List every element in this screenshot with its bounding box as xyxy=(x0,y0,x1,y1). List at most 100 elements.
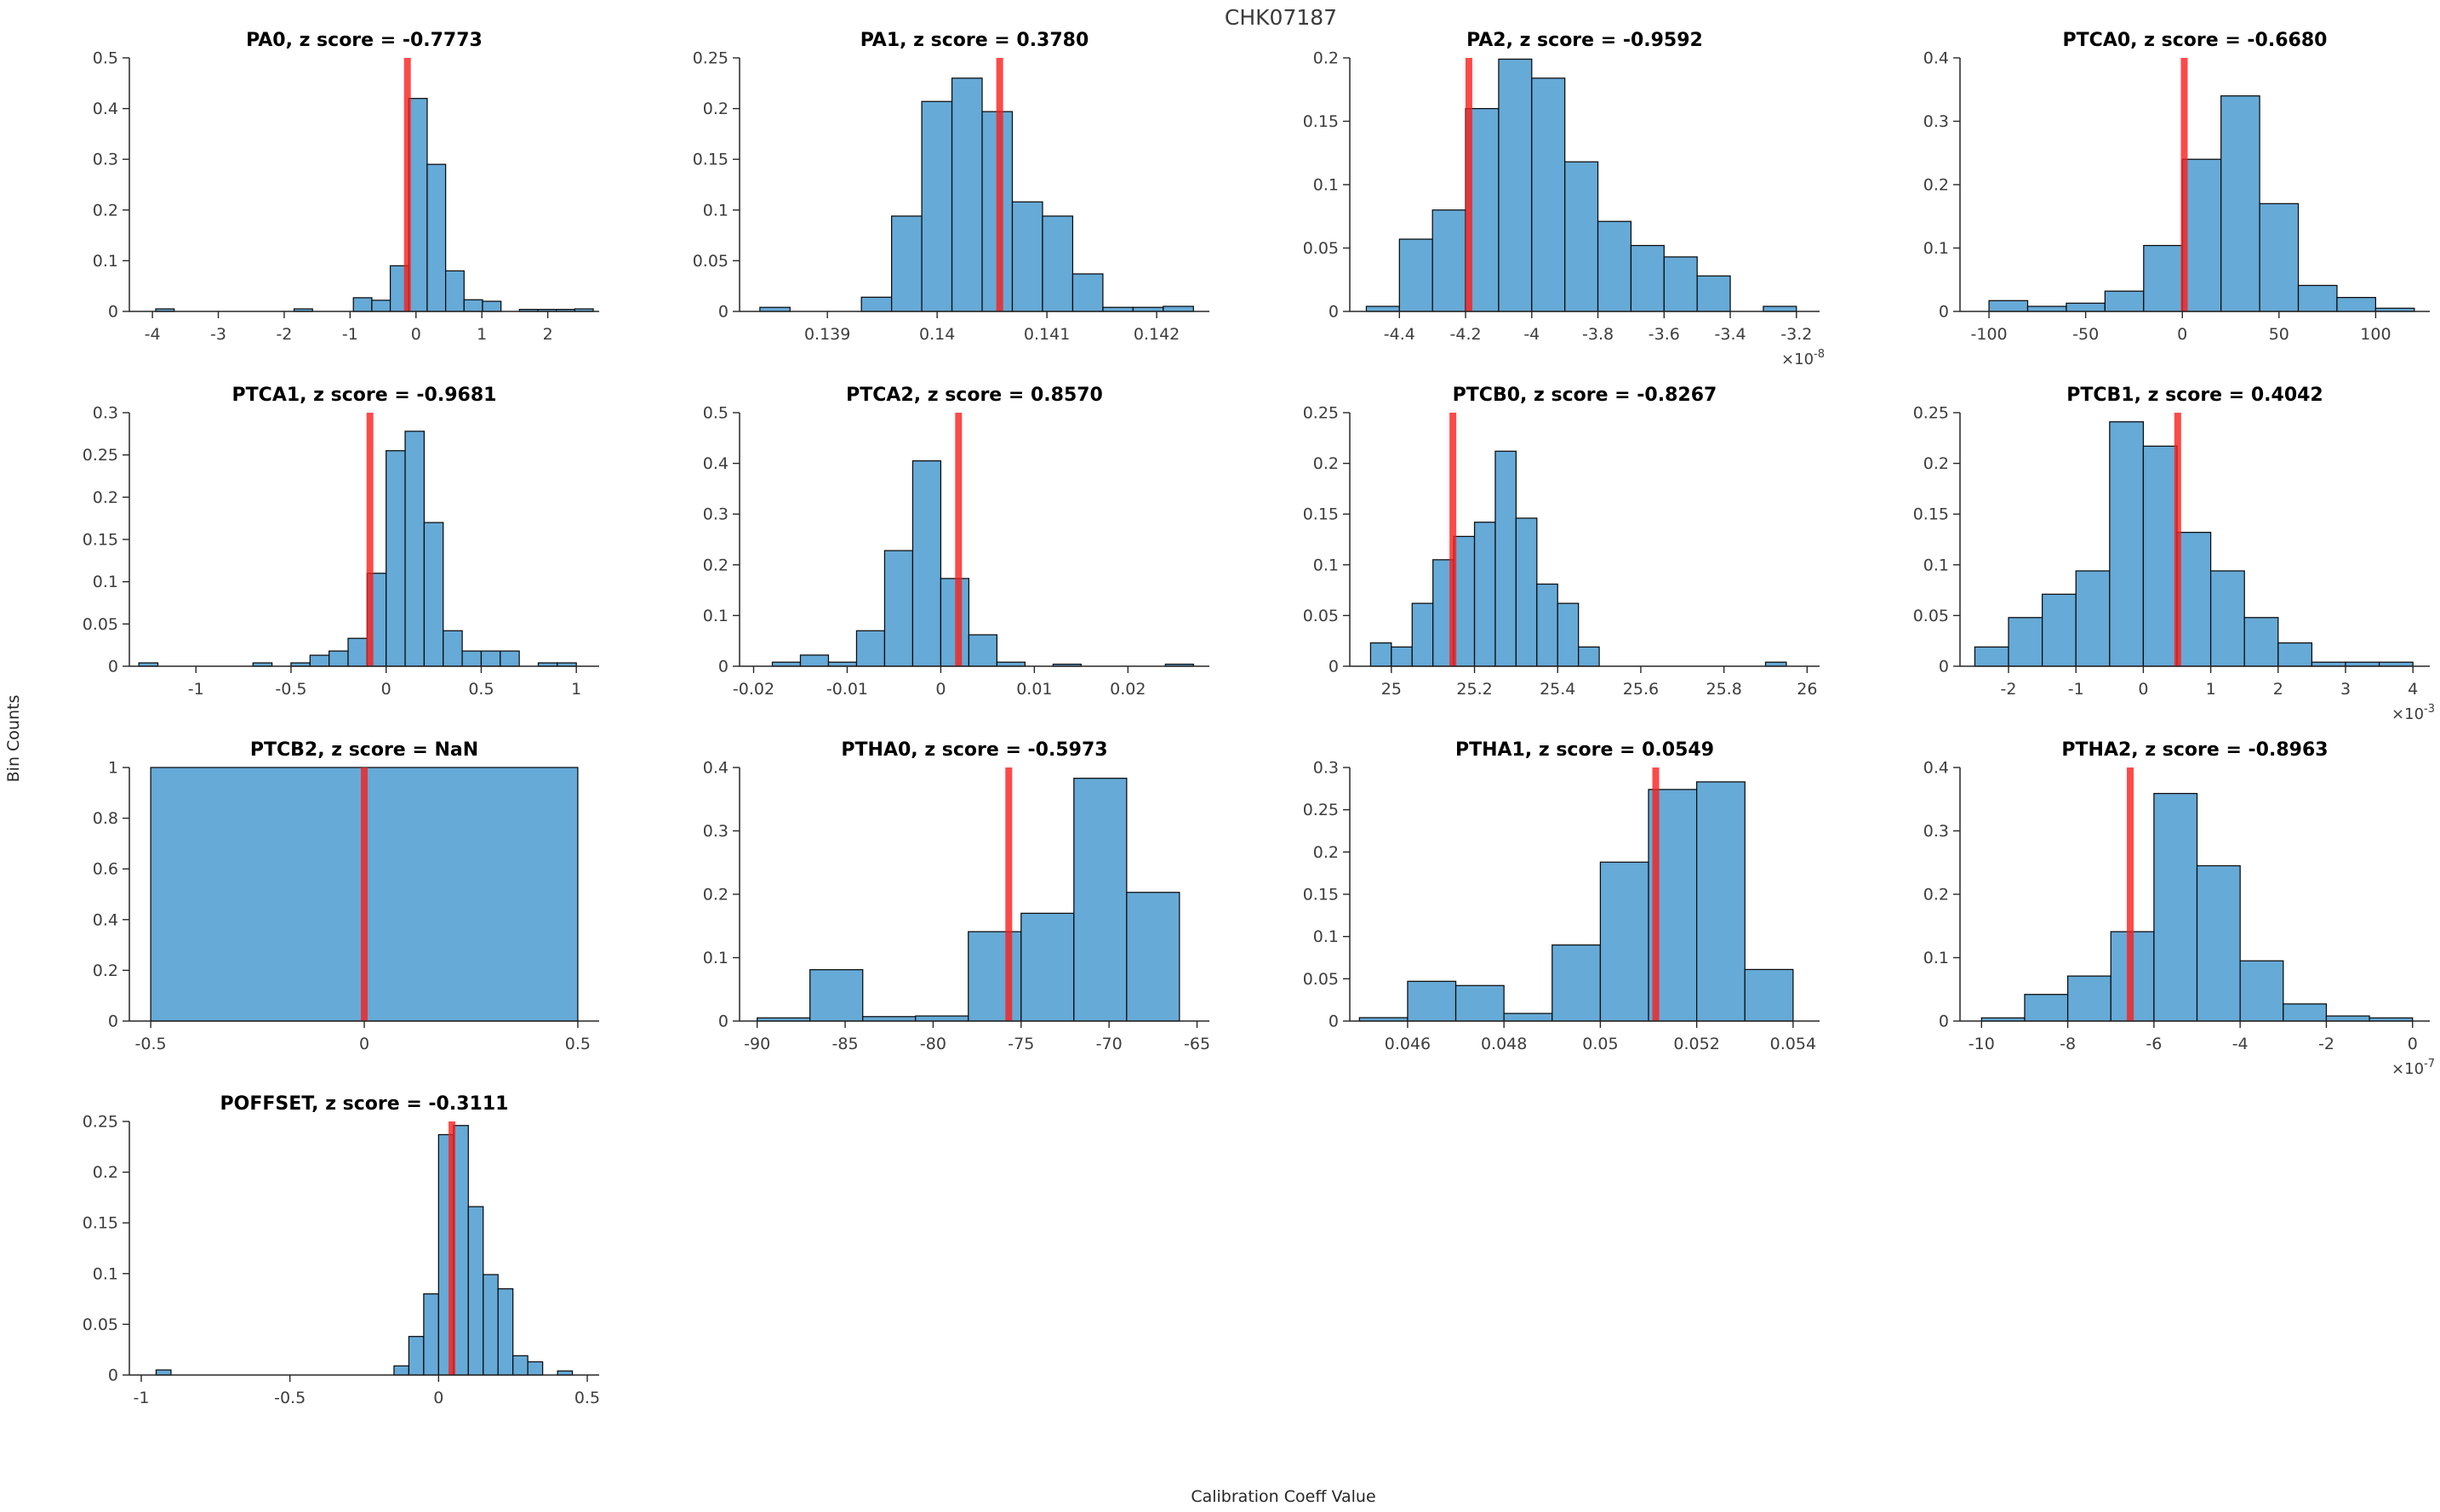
histogram-bar xyxy=(423,522,444,667)
z-score-marker-line xyxy=(2180,58,2188,311)
subplot-svg-PA2: -4.4 -4.2 -4 -3.8 -3.6 -3.4 -3.2 0 0.05 0.1 0.15 0.… xyxy=(1303,30,1825,368)
axis-exponent-label: ×10-8 xyxy=(1781,348,1825,368)
x-tick-label: 25.4 xyxy=(1540,680,1575,699)
x-tick-label: 3 xyxy=(2340,680,2351,699)
histogram-bar xyxy=(2325,1015,2370,1022)
x-tick-label: 0.5 xyxy=(565,1035,591,1053)
x-tick-label: 0 xyxy=(2138,680,2148,699)
y-axis-label: Bin Counts xyxy=(4,694,23,783)
y-tick-label: 0.2 xyxy=(1923,176,1949,195)
subplot-PTCB2: -0.5 0 0.5 0 0.2 0.4 0.6 0.8 1 PTCB2, z score = N… xyxy=(78,725,640,1081)
histogram-bar xyxy=(1073,778,1128,1022)
x-tick-label: -6 xyxy=(2146,1035,2162,1053)
y-tick-label: 0.2 xyxy=(93,201,118,220)
y-tick-label: 0.1 xyxy=(1313,556,1339,574)
y-tick-label: 0.2 xyxy=(703,556,729,574)
x-tick-label: 0 xyxy=(359,1035,369,1053)
subplot-title: PTCA1, z score = -0.9681 xyxy=(232,385,497,406)
z-score-marker-line xyxy=(366,413,374,666)
subplot-svg-PTCA1: -1 -0.5 0 0.5 1 0 0.05 0.1 0.15 0.2 0.25 0.3 PTCA1, … xyxy=(83,385,599,699)
subplot-svg-PTHA1: 0.046 0.048 0.05 0.052 0.054 0 0.05 0.1 0.15 0.2 0… xyxy=(1303,739,1820,1053)
histogram-bar xyxy=(1663,256,1698,312)
y-tick-label: 0.1 xyxy=(1313,176,1339,195)
histogram-bar xyxy=(2336,296,2377,312)
histogram-bar xyxy=(2243,617,2279,667)
histogram-bar xyxy=(408,98,428,312)
y-tick-label: 0.1 xyxy=(93,1264,118,1283)
y-tick-label: 0.2 xyxy=(1923,454,1949,473)
y-tick-label: 0.2 xyxy=(1313,454,1339,473)
y-tick-label: 0.15 xyxy=(1303,112,1339,131)
histogram-bar xyxy=(1630,244,1665,312)
z-score-marker-line xyxy=(2127,767,2134,1021)
histogram-bar xyxy=(393,1365,410,1376)
histogram-bar xyxy=(1988,300,2029,312)
x-tick-label: -2 xyxy=(2318,1035,2334,1053)
x-axis-label: Calibration Coeff Value xyxy=(1191,1487,1376,1506)
z-score-marker-line xyxy=(361,767,368,1021)
x-tick-label: 50 xyxy=(2269,325,2289,344)
subplot-svg-PTCB1: -2 -1 0 1 2 3 4 0 0.05 0.1 0.15 0.2 0.25 ×10-3 PTCB1, … xyxy=(1913,385,2435,723)
x-tick-label: -100 xyxy=(1971,325,2008,344)
y-tick-label: 0.3 xyxy=(703,505,729,524)
histogram-bar xyxy=(968,634,998,667)
histogram-bar xyxy=(1431,209,1466,312)
x-tick-label: -4 xyxy=(1523,325,1540,344)
histogram-bar xyxy=(940,578,970,667)
y-tick-label: 0.2 xyxy=(703,100,729,118)
histogram-bar xyxy=(2143,244,2183,312)
y-tick-label: 0.2 xyxy=(703,886,729,904)
y-tick-label: 0.4 xyxy=(93,100,118,118)
histogram-bar xyxy=(1453,535,1476,667)
histogram-bar xyxy=(911,459,942,667)
subplot-PTCA1: -1 -0.5 0 0.5 1 0 0.05 0.1 0.15 0.2 0.25 0.3 PTCA1, … xyxy=(78,370,640,726)
histogram-bar xyxy=(1531,77,1566,312)
z-score-marker-line xyxy=(1449,413,1457,666)
histogram-bar xyxy=(1578,646,1600,667)
histogram-bar xyxy=(512,1355,529,1376)
histogram-bar xyxy=(2024,994,2069,1022)
x-tick-label: -3.2 xyxy=(1780,325,1812,344)
histogram-bar xyxy=(423,1293,439,1376)
y-tick-label: 0.4 xyxy=(703,759,729,778)
subplot-title: PA1, z score = 0.3780 xyxy=(860,30,1089,51)
x-tick-label: -1 xyxy=(133,1389,149,1407)
x-tick-label: -3.6 xyxy=(1649,325,1680,344)
histogram-bar xyxy=(968,931,1022,1022)
histogram-bar xyxy=(1411,602,1434,667)
z-score-marker-line xyxy=(996,58,1003,311)
y-tick-label: 0.3 xyxy=(703,822,729,841)
y-tick-label: 0 xyxy=(108,303,118,322)
x-tick-label: 0.141 xyxy=(1024,325,1070,344)
x-tick-label: -65 xyxy=(1184,1035,1210,1053)
histogram-bar xyxy=(921,100,953,312)
histogram-bar xyxy=(2259,203,2300,312)
histogram-bar xyxy=(2008,617,2043,667)
subplot-title: PTCB0, z score = -0.8267 xyxy=(1453,385,1717,406)
axis-exponent-label: ×10-7 xyxy=(2391,1058,2435,1078)
histogram-bar xyxy=(426,163,447,312)
subplot-svg-PTCB0: 25 25.2 25.4 25.6 25.8 26 0 0.05 0.1 0.15 0.2 0.25 P… xyxy=(1303,385,1820,699)
x-tick-label: -4.2 xyxy=(1450,325,1482,344)
subplot-title: PTCB1, z score = 0.4042 xyxy=(2066,385,2323,406)
x-tick-label: -1 xyxy=(188,680,204,699)
x-tick-label: -0.02 xyxy=(733,680,774,699)
x-tick-label: -4.4 xyxy=(1384,325,1415,344)
subplot-POFFSET: -1 -0.5 0 0.5 0 0.05 0.1 0.15 0.2 0.25 POFFSET, z … xyxy=(78,1079,640,1435)
subplot-svg-PA1: 0.139 0.14 0.141 0.142 0 0.05 0.1 0.15 0.2 0.25 PA… xyxy=(693,30,1209,344)
histogram-bar xyxy=(1454,984,1505,1022)
y-tick-label: 0.1 xyxy=(1923,556,1949,574)
histogram-bar xyxy=(2142,445,2178,667)
histogram-bar xyxy=(1020,912,1075,1022)
axis-exponent-label: ×10-3 xyxy=(2391,703,2435,723)
histogram-bar xyxy=(1407,980,1457,1022)
y-tick-label: 0.8 xyxy=(93,809,118,828)
histogram-bar xyxy=(461,650,483,667)
histogram-bar xyxy=(2239,960,2284,1022)
x-tick-label: -4 xyxy=(145,325,161,344)
x-tick-label: -3.8 xyxy=(1582,325,1614,344)
y-tick-label: 0 xyxy=(718,303,729,322)
subplot-title: PTHA2, z score = -0.8963 xyxy=(2061,739,2328,761)
y-tick-label: 0.2 xyxy=(93,1163,118,1182)
histogram-bar xyxy=(2196,864,2241,1022)
